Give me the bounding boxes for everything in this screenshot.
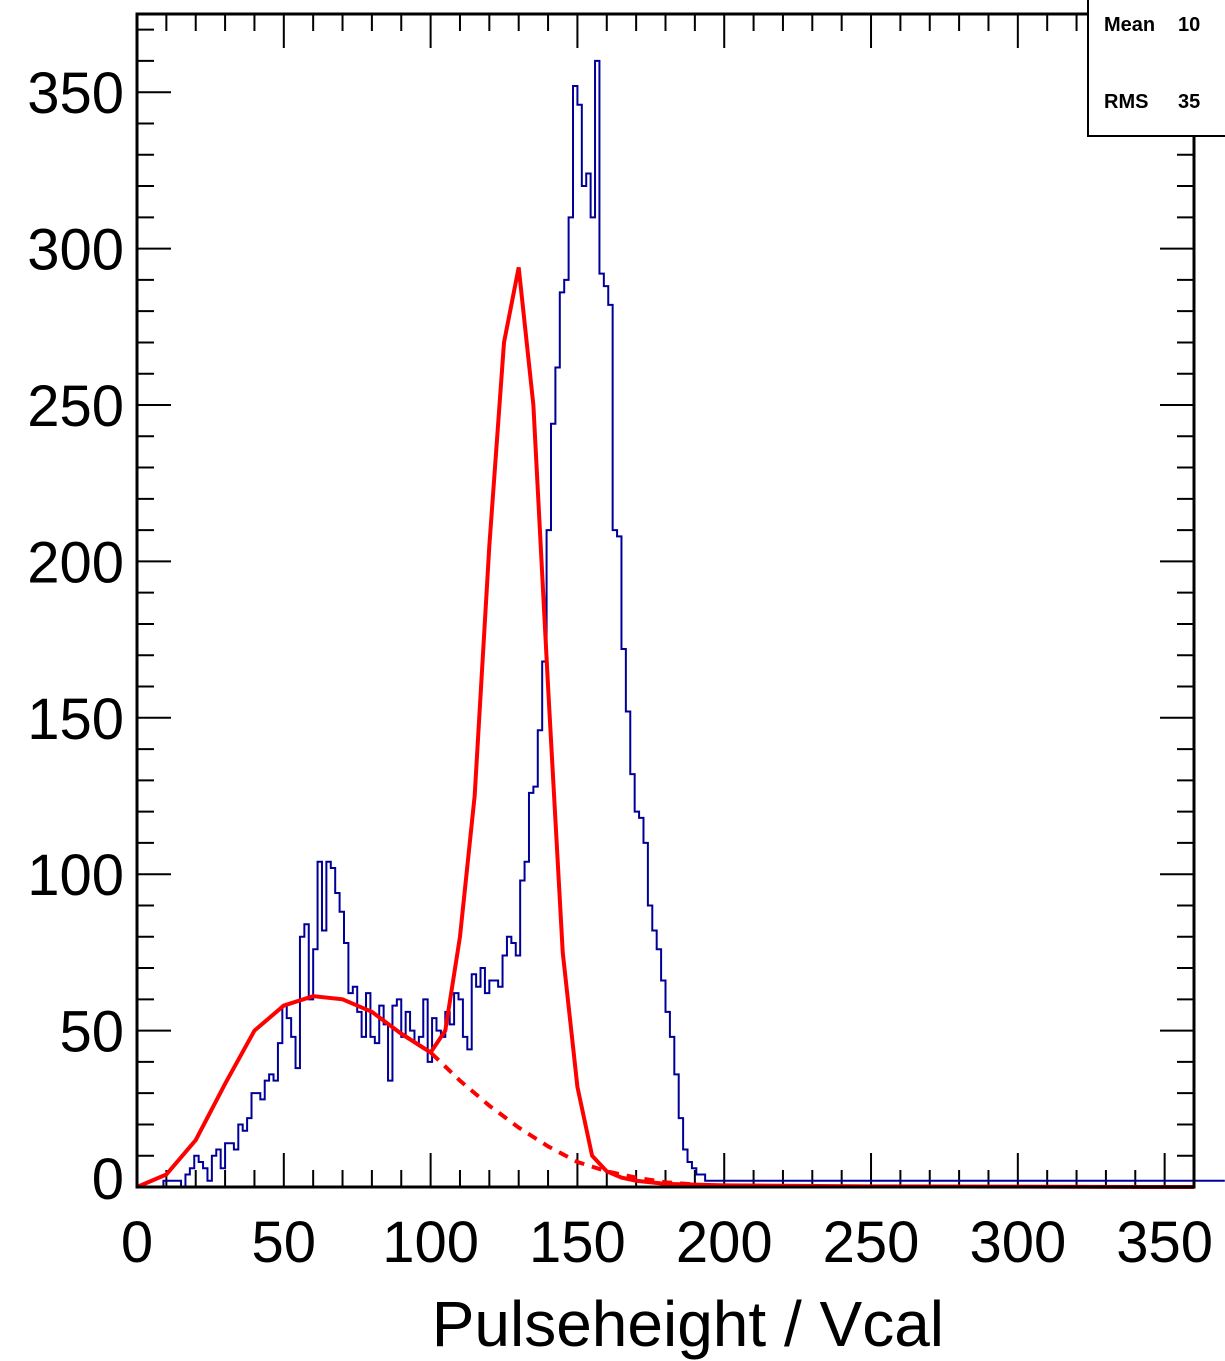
x-tick-labels: 0 50 100 150 200 250 300 350 — [121, 1210, 1213, 1275]
plot-frame — [135, 12, 1196, 1189]
stats-key: RMS — [1104, 91, 1148, 113]
y-tick-labels: 0 50 100 150 200 250 300 350 — [27, 61, 124, 1212]
y-tick-label: 50 — [59, 1000, 124, 1065]
y-tick-label: 200 — [27, 530, 124, 595]
y-tick-label: 0 — [92, 1147, 124, 1212]
x-tick-label: 0 — [121, 1210, 153, 1275]
x-tick-label: 100 — [382, 1210, 479, 1275]
y-tick-label: 100 — [27, 843, 124, 908]
x-tick-label: 50 — [252, 1210, 317, 1275]
x-tick-label: 250 — [823, 1210, 920, 1275]
y-tick-label: 350 — [27, 61, 124, 126]
background-fit-curve — [400, 1032, 696, 1187]
x-tick-label: 300 — [969, 1210, 1066, 1275]
x-tick-label: 350 — [1116, 1210, 1213, 1275]
x-tick-label: 200 — [676, 1210, 773, 1275]
y-tick-label: 300 — [27, 218, 124, 283]
fit-curve — [136, 266, 1194, 1189]
x-axis-title: Pulseheight / Vcal — [432, 1288, 944, 1360]
stats-box: Mean 10 RMS 35 — [1087, 0, 1225, 137]
y-tick-label: 250 — [27, 374, 124, 439]
stats-box-frame — [1087, 0, 1225, 137]
stats-value: 10 — [1178, 14, 1200, 36]
x-tick-label: 150 — [529, 1210, 626, 1275]
y-tick-label: 150 — [27, 687, 124, 752]
stats-key: Mean — [1104, 14, 1155, 36]
stats-value: 35 — [1178, 91, 1200, 113]
histogram-series — [137, 59, 1225, 1188]
